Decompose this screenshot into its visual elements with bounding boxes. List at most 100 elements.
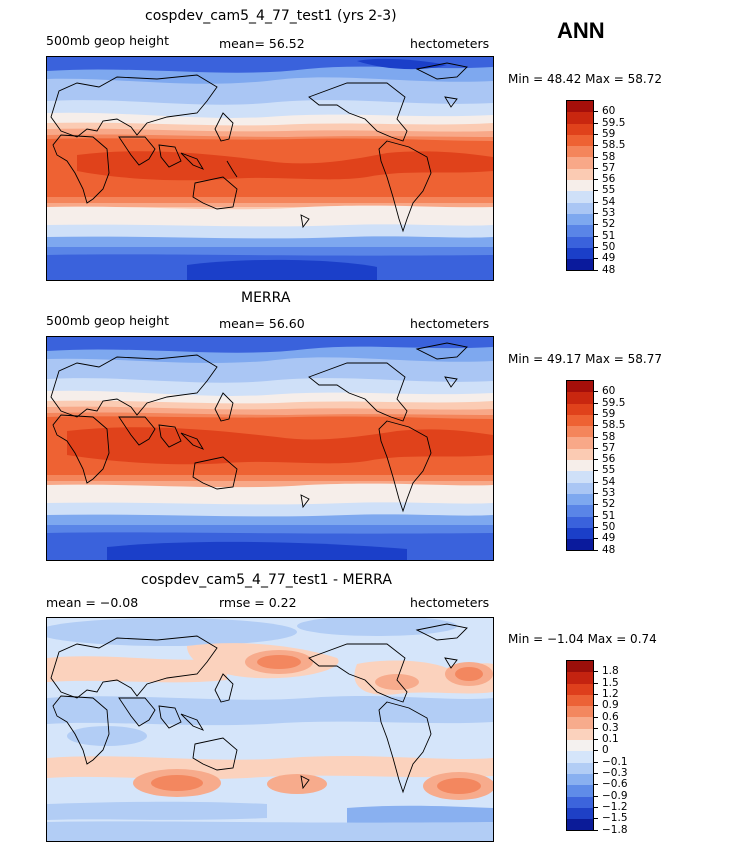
colorbar-tick	[593, 784, 598, 786]
colorbar-tick-label: 48	[602, 543, 616, 556]
colorbar-tick	[593, 190, 598, 192]
colorbar-tick	[593, 145, 598, 147]
colorbar-tick	[593, 493, 598, 494]
colorbar-tick	[593, 179, 598, 181]
colorbar-tick-label: 59.5	[602, 116, 626, 129]
panel-title: MERRA	[241, 290, 291, 306]
colorbar-swatch	[567, 392, 593, 404]
colorbar-tick	[593, 515, 598, 517]
colorbar-tick-label: 55	[602, 184, 616, 197]
colorbar-swatch	[567, 403, 593, 415]
colorbar-swatches	[566, 100, 594, 272]
colorbar-tick	[593, 538, 598, 540]
panel-title: cospdev_cam5_4_77_test1 (yrs 2-3)	[145, 8, 397, 24]
colorbar-tick-label: −1.2	[602, 800, 628, 813]
colorbar-swatch	[567, 191, 593, 203]
season-label: ANN	[557, 18, 605, 43]
colorbar-tick-label: 58	[602, 150, 616, 163]
colorbar-tick-label: 0.9	[602, 699, 619, 712]
colorbar-swatch	[567, 527, 593, 540]
colorbar-tick	[593, 705, 598, 707]
colorbar-swatch	[567, 134, 593, 147]
colorbar-swatch	[567, 236, 593, 248]
colorbar-swatch	[567, 717, 593, 729]
colorbar-swatch	[567, 448, 593, 461]
colorbar-tick	[593, 402, 598, 404]
colorbar-swatch	[567, 773, 593, 786]
colorbar-tick	[593, 447, 598, 449]
mean-stat: mean = −0.08	[46, 595, 139, 610]
colorbar: 60 59.5 59 58.5 58 57 56 55 54 53 52 51 50 49 48	[566, 380, 625, 555]
rmse-stat: rmse = 0.22	[219, 595, 297, 610]
colorbar-swatch	[567, 381, 593, 393]
colorbar-swatch	[567, 785, 593, 797]
colorbar-tick-label: 1.2	[602, 687, 619, 700]
colorbar-tick-label: 49	[602, 532, 616, 545]
colorbar-tick-label: 54	[602, 195, 616, 208]
colorbar-tick-label: 59.5	[602, 396, 626, 409]
colorbar-tick	[593, 413, 598, 415]
colorbar-tick-label: 54	[602, 475, 616, 488]
colorbar-tick	[593, 167, 598, 169]
colorbar-tick	[593, 133, 598, 135]
colorbar-tick-label: −0.6	[602, 778, 628, 791]
colorbar-tick	[593, 526, 598, 528]
colorbar-tick	[593, 481, 598, 483]
colorbar-tick	[593, 246, 598, 248]
colorbar-tick-label: 51	[602, 229, 616, 242]
colorbar-tick-label: 1.5	[602, 676, 619, 689]
minmax-label: Min = 48.42 Max = 58.72	[508, 72, 662, 86]
colorbar-swatch	[567, 225, 593, 237]
colorbar-tick	[593, 750, 598, 752]
colorbar-tick-label: 57	[602, 441, 616, 454]
colorbar-tick-label: 60	[602, 385, 616, 398]
map-field	[47, 618, 493, 841]
colorbar-swatch	[567, 740, 593, 752]
colorbar-swatch	[567, 247, 593, 260]
map-panel-obs	[46, 336, 494, 561]
colorbar-tick-label: 48	[602, 263, 616, 276]
colorbar-tick	[593, 829, 598, 831]
colorbar-tick	[593, 773, 598, 774]
colorbar-swatch	[567, 437, 593, 449]
colorbar-tick-label: 56	[602, 453, 616, 466]
colorbar-tick	[593, 224, 598, 226]
colorbar-tick-label: −0.3	[602, 767, 628, 779]
colorbar-tick	[593, 425, 598, 427]
colorbar-tick-label: 56	[602, 173, 616, 186]
colorbar-tick	[593, 436, 598, 438]
colorbar-tick-label: 0.1	[602, 733, 619, 746]
colorbar-swatch	[567, 426, 593, 438]
colorbar-swatch	[567, 259, 593, 271]
colorbar-tick	[593, 795, 598, 797]
colorbar-tick-label: 52	[602, 218, 616, 231]
minmax-label: Min = −1.04 Max = 0.74	[508, 632, 657, 646]
field-label: 500mb geop height	[46, 33, 169, 48]
colorbar-tick	[593, 213, 598, 214]
colorbar-tick	[593, 761, 598, 763]
colorbar-swatch	[567, 493, 593, 506]
colorbar-swatch	[567, 460, 593, 472]
colorbar-tick-label: 0	[602, 744, 609, 757]
colorbar: 60 59.5 59 58.5 58 57 56 55 54 53 52 51 50 49 48	[566, 100, 625, 275]
colorbar-tick-label: 58.5	[602, 139, 626, 152]
mean-stat: mean= 56.52	[219, 36, 305, 51]
map-panel-diff	[46, 617, 494, 842]
colorbar-tick	[593, 739, 598, 741]
colorbar-swatch	[567, 414, 593, 427]
colorbar-swatch	[567, 728, 593, 741]
colorbar-tick-label: 59	[602, 127, 616, 140]
colorbar: 1.8 1.5 1.2 0.9 0.6 0.3 0.1 0 −0.1 −0.3 −0.6 −0.9 −1…	[566, 660, 628, 835]
colorbar-tick-label: −0.1	[602, 755, 628, 768]
colorbar-tick	[593, 391, 598, 393]
colorbar-tick	[593, 504, 598, 506]
colorbar-swatch	[567, 796, 593, 808]
colorbar-tick-label: 0.6	[602, 710, 619, 723]
colorbar-tick	[593, 682, 598, 684]
colorbar-tick-label: −1.8	[602, 823, 628, 836]
colorbar-tick-label: 52	[602, 498, 616, 511]
colorbar-swatch	[567, 112, 593, 124]
colorbar-tick-label: 50	[602, 520, 616, 533]
colorbar-tick	[593, 549, 598, 551]
colorbar-swatch	[567, 146, 593, 158]
